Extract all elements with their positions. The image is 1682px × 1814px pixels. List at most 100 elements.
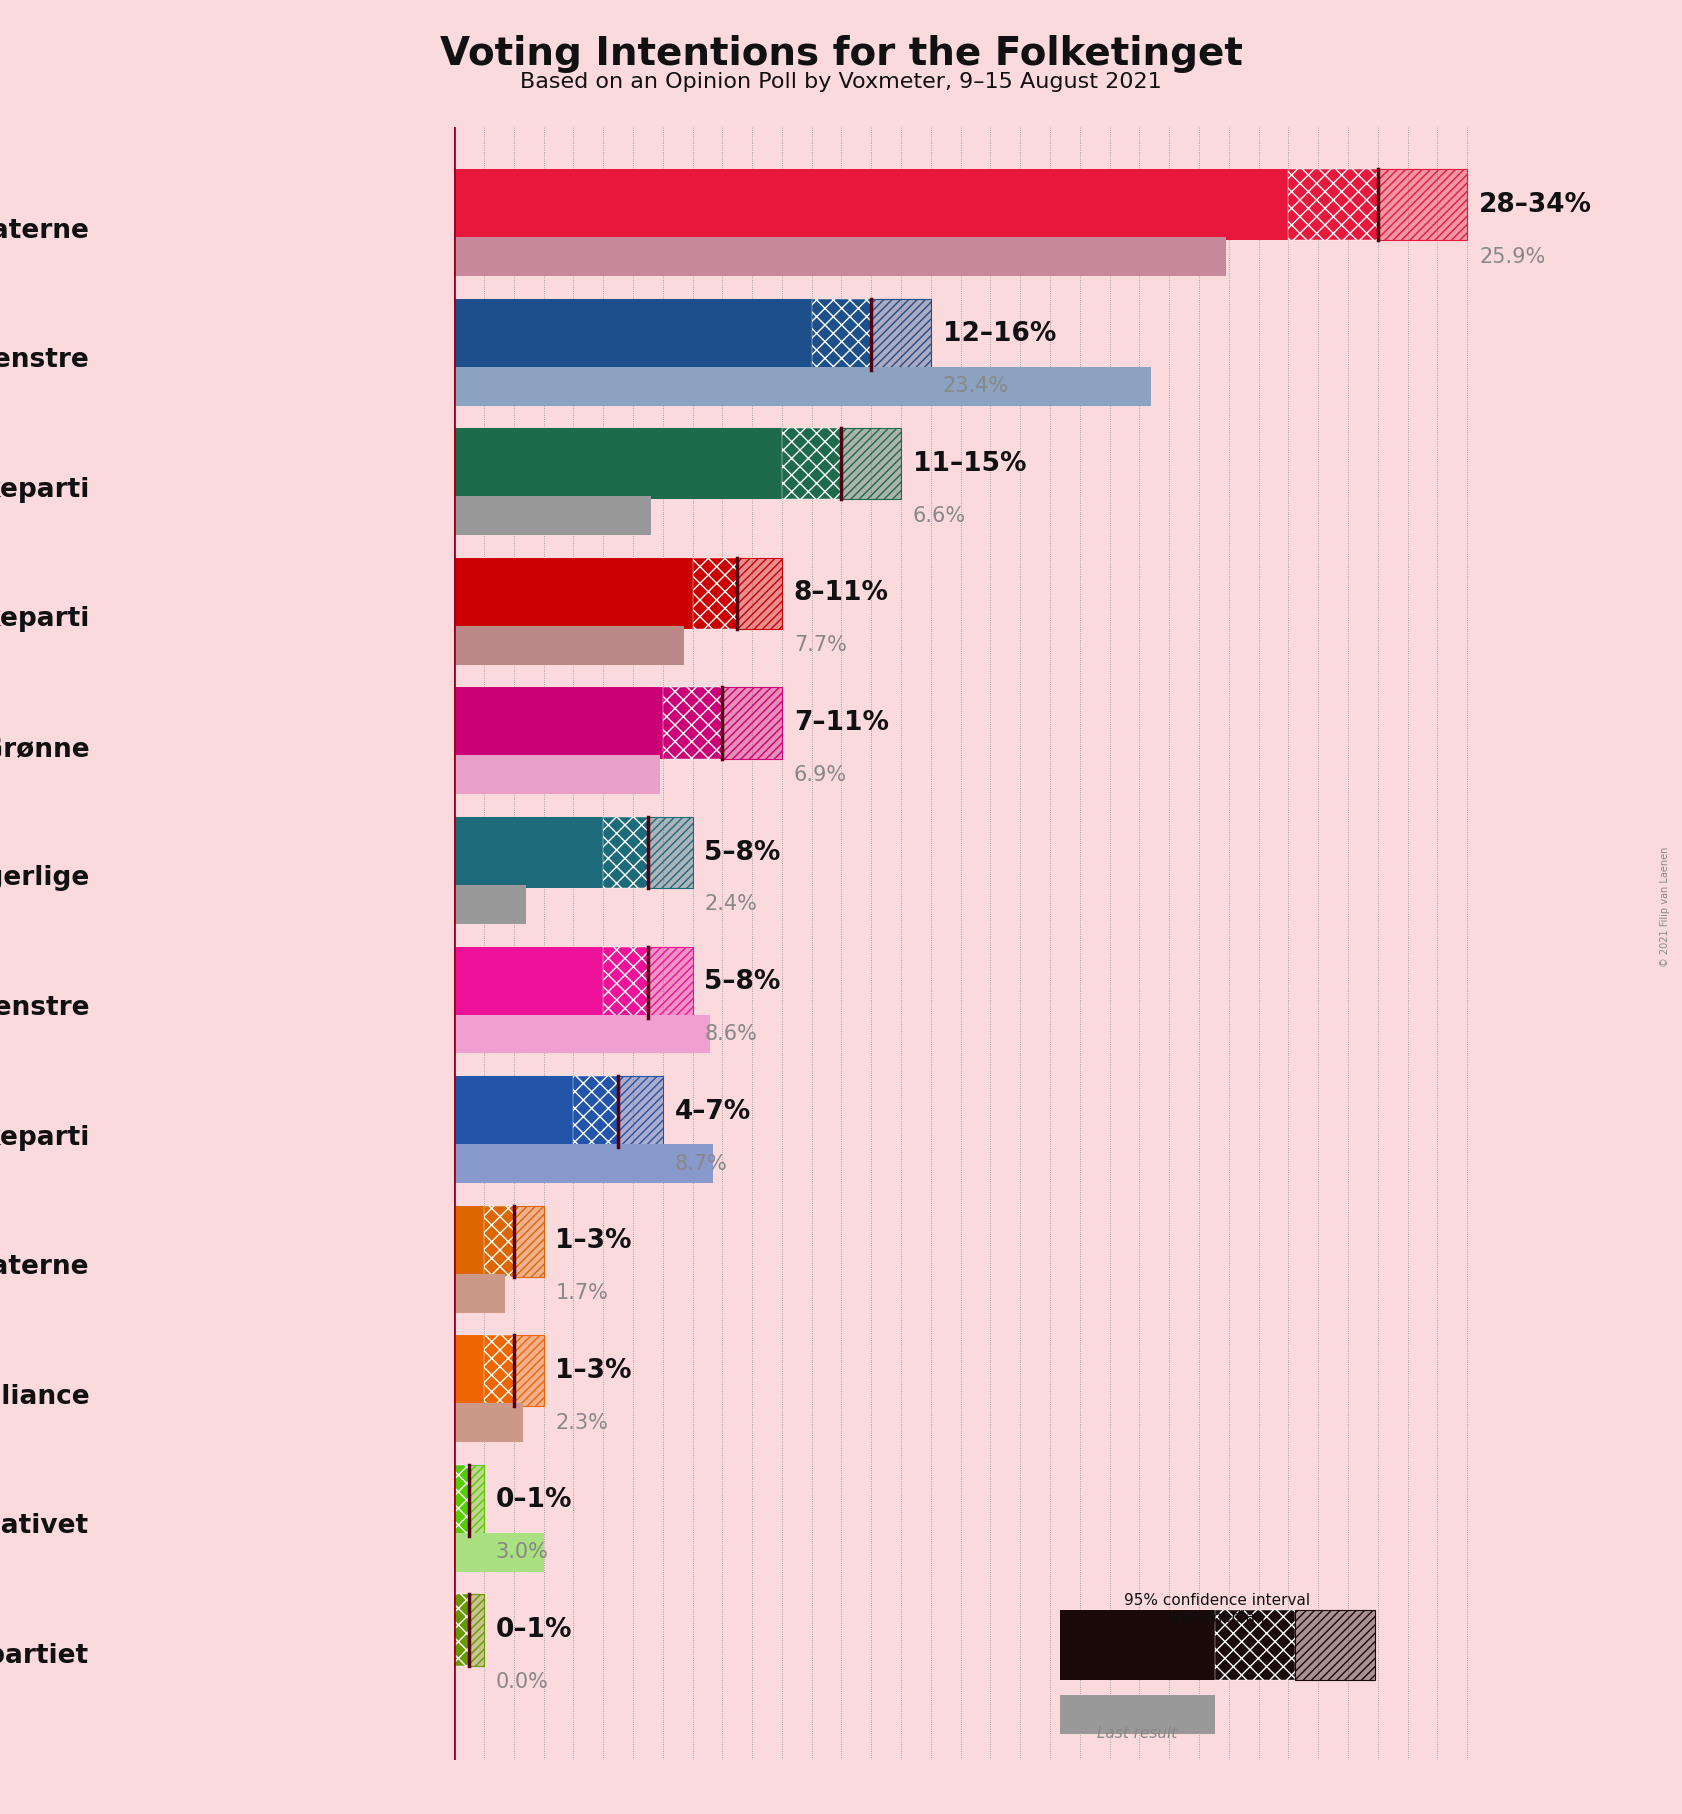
Bar [454, 299, 812, 370]
Text: 12–16%: 12–16% [944, 321, 1056, 346]
Bar [1295, 1611, 1376, 1680]
Text: Det Konservative Folkeparti: Det Konservative Folkeparti [0, 477, 89, 502]
Text: 1.7%: 1.7% [555, 1282, 609, 1302]
Text: 8.6%: 8.6% [705, 1023, 757, 1045]
Bar [617, 1076, 663, 1148]
Bar [454, 366, 1152, 406]
Bar [1060, 1611, 1214, 1680]
Text: Alternativet: Alternativet [0, 1513, 89, 1540]
Bar [648, 816, 693, 889]
Text: 2.3%: 2.3% [555, 1413, 609, 1433]
Bar [454, 1206, 484, 1277]
Text: Kristendemokraterne: Kristendemokraterne [0, 1253, 89, 1281]
Text: 95% confidence interval
with median: 95% confidence interval with median [1124, 1593, 1310, 1625]
Text: Veganerpartiet: Veganerpartiet [0, 1643, 89, 1669]
Bar [469, 1466, 484, 1536]
Text: Based on an Opinion Poll by Voxmeter, 9–15 August 2021: Based on an Opinion Poll by Voxmeter, 9–… [520, 71, 1162, 93]
Bar [722, 688, 782, 758]
Bar [513, 1335, 543, 1406]
Bar [454, 1076, 574, 1148]
Text: Socialdemokraterne: Socialdemokraterne [0, 218, 89, 243]
Text: Enhedslisten–De Rød-Grønne: Enhedslisten–De Rød-Grønne [0, 736, 89, 762]
Text: 8–11%: 8–11% [794, 580, 888, 606]
Bar [454, 1404, 523, 1442]
Bar [454, 626, 683, 664]
Bar [454, 559, 693, 629]
Bar [812, 299, 871, 370]
Bar [513, 1335, 543, 1406]
Bar [513, 1206, 543, 1277]
Text: 3.0%: 3.0% [496, 1542, 548, 1562]
Text: 28–34%: 28–34% [1478, 192, 1593, 218]
Bar [648, 816, 693, 889]
Bar [841, 428, 902, 499]
Text: 1–3%: 1–3% [555, 1228, 632, 1253]
Text: Liberal Alliance: Liberal Alliance [0, 1384, 89, 1409]
Bar [871, 299, 930, 370]
Bar [454, 428, 782, 499]
Bar [871, 299, 930, 370]
Bar [663, 688, 722, 758]
Text: 11–15%: 11–15% [913, 452, 1026, 477]
Text: 5–8%: 5–8% [705, 840, 780, 865]
Bar [469, 1595, 484, 1665]
Bar [454, 947, 604, 1018]
Text: Dansk Folkeparti: Dansk Folkeparti [0, 1125, 89, 1150]
Text: 0–1%: 0–1% [496, 1616, 572, 1643]
Text: Last result: Last result [1097, 1727, 1177, 1741]
Bar [841, 428, 902, 499]
Text: 7.7%: 7.7% [794, 635, 846, 655]
Bar [737, 559, 782, 629]
Bar [737, 559, 782, 629]
Text: Voting Intentions for the Folketinget: Voting Intentions for the Folketinget [439, 36, 1243, 73]
Text: Socialistisk Folkeparti: Socialistisk Folkeparti [0, 606, 89, 633]
Bar [1060, 1694, 1214, 1734]
Bar [513, 1206, 543, 1277]
Text: 7–11%: 7–11% [794, 709, 888, 736]
Bar [454, 885, 526, 923]
Bar [617, 1076, 663, 1148]
Bar [454, 755, 659, 795]
Bar [1378, 169, 1467, 241]
Text: 4–7%: 4–7% [674, 1099, 750, 1125]
Text: Venstre: Venstre [0, 346, 89, 374]
Bar [782, 428, 841, 499]
Bar [722, 688, 782, 758]
Bar [454, 169, 1288, 241]
Text: 8.7%: 8.7% [674, 1154, 727, 1174]
Bar [648, 947, 693, 1018]
Bar [469, 1466, 484, 1536]
Text: 1–3%: 1–3% [555, 1359, 632, 1384]
Bar [1378, 169, 1467, 241]
Bar [1214, 1611, 1295, 1680]
Bar [693, 559, 737, 629]
Text: Radikale Venstre: Radikale Venstre [0, 996, 89, 1021]
Text: 6.6%: 6.6% [913, 506, 965, 526]
Bar [454, 1533, 543, 1571]
Bar [454, 1335, 484, 1406]
Text: 23.4%: 23.4% [944, 375, 1009, 395]
Text: 2.4%: 2.4% [705, 894, 757, 914]
Bar [454, 688, 663, 758]
Bar [454, 497, 651, 535]
Bar [454, 238, 1226, 276]
Bar [574, 1076, 617, 1148]
Bar [604, 816, 648, 889]
Text: © 2021 Filip van Laenen: © 2021 Filip van Laenen [1660, 847, 1670, 967]
Bar [648, 947, 693, 1018]
Bar [484, 1206, 513, 1277]
Text: 0.0%: 0.0% [496, 1673, 548, 1692]
Bar [469, 1595, 484, 1665]
Bar [454, 1145, 713, 1183]
Bar [1295, 1611, 1376, 1680]
Text: Nye Borgerlige: Nye Borgerlige [0, 865, 89, 891]
Bar [454, 1466, 469, 1536]
Text: 0–1%: 0–1% [496, 1487, 572, 1513]
Bar [604, 947, 648, 1018]
Bar [454, 1595, 469, 1665]
Bar [454, 1014, 710, 1054]
Bar [454, 816, 604, 889]
Text: 6.9%: 6.9% [794, 766, 848, 785]
Text: 5–8%: 5–8% [705, 969, 780, 996]
Bar [484, 1335, 513, 1406]
